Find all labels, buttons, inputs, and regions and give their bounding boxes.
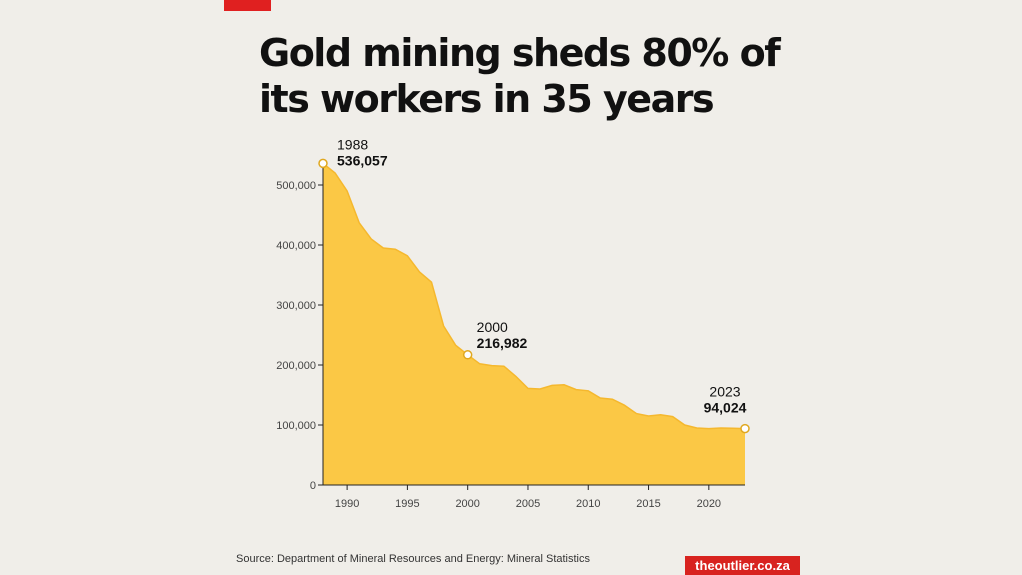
annotation-year: 1988: [337, 136, 368, 152]
y-tick-label: 200,000: [276, 360, 316, 372]
x-tick-label: 2000: [455, 498, 479, 510]
y-tick-label: 400,000: [276, 240, 316, 252]
area-line: [322, 162, 746, 430]
chart-title-line-1: Gold mining sheds 80% of: [259, 31, 781, 75]
x-tick-label: 2010: [576, 498, 600, 510]
chart-title: Gold mining sheds 80% of its workers in …: [259, 30, 819, 122]
annotation-year: 2023: [709, 384, 740, 400]
x-tick-label: 2015: [636, 498, 660, 510]
x-tick-label: 1995: [395, 498, 419, 510]
y-tick-label: 100,000: [276, 420, 316, 432]
area-fill: [323, 163, 745, 485]
x-tick-label: 2020: [697, 498, 721, 510]
x-tick-label: 2005: [516, 498, 540, 510]
annotation-value: 94,024: [704, 400, 747, 416]
brand-badge[interactable]: theoutlier.co.za: [685, 556, 800, 575]
y-tick-label: 500,000: [276, 180, 316, 192]
annotation-marker: [740, 423, 750, 434]
y-tick-label: 300,000: [276, 300, 316, 312]
chart-title-line-2: its workers in 35 years: [259, 77, 715, 121]
accent-bar: [224, 0, 271, 11]
x-tick-label: 1990: [335, 498, 359, 510]
annotation-marker: [318, 158, 328, 169]
source-note: Source: Department of Mineral Resources …: [236, 553, 590, 565]
y-tick-label: 0: [310, 480, 316, 492]
annotation-value: 536,057: [337, 152, 388, 168]
annotation-marker: [462, 350, 473, 360]
annotation-value: 216,982: [477, 335, 528, 351]
annotation-year: 2000: [477, 319, 508, 335]
